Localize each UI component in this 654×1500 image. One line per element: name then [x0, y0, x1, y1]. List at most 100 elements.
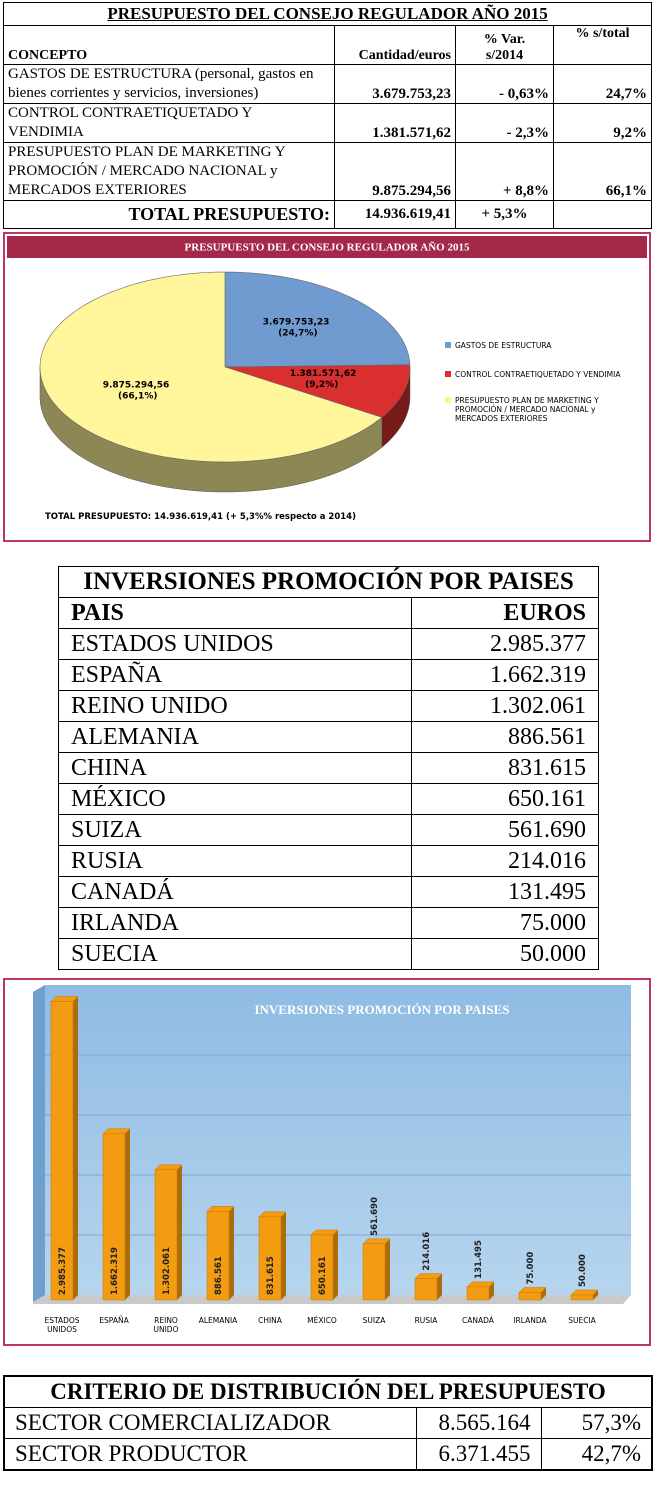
- legend-label: CONTROL CONTRAETIQUETADO Y VENDIMIA: [455, 370, 621, 379]
- table-row: SUECIA 50.000: [58, 938, 600, 970]
- header-cell: PAIS: [58, 597, 412, 629]
- country-cell: MÉXICO: [58, 783, 412, 815]
- x-tick-label: REINO UNIDO: [154, 1316, 179, 1334]
- value-label: 831.615: [266, 1256, 276, 1295]
- bar-top: [518, 1287, 547, 1293]
- bar: [206, 1211, 230, 1301]
- x-tick-label: ALEMANIA: [199, 1316, 238, 1325]
- x-tick-label: MÉXICO: [307, 1316, 337, 1325]
- bar-side: [333, 1229, 338, 1300]
- pie-slice: [39, 271, 383, 463]
- x-tick-label: ESPAÑA: [99, 1316, 129, 1325]
- euros-cell: 75.000: [410, 907, 600, 939]
- amount-cell: 1.381.571,62: [334, 103, 456, 143]
- table-row: CHINA 831.615: [58, 752, 600, 784]
- percent-label: (9,2%): [305, 380, 338, 390]
- bar-side: [281, 1211, 286, 1300]
- table-row: ESPAÑA 1.662.319: [58, 659, 600, 691]
- total-variation: + 5,3%: [455, 200, 554, 229]
- country-table: INVERSIONES PROMOCIÓN POR PAISES PAIS EU…: [57, 566, 600, 970]
- distribution-table: CRITERIO DE DISTRIBUCIÓN DEL PRESUPUESTO…: [3, 1375, 654, 1471]
- legend-item: GASTOS DE ESTRUCTURA: [445, 341, 625, 350]
- bar-top: [570, 1289, 599, 1296]
- table-row: MÉXICO 650.161: [58, 783, 600, 815]
- bar: [50, 1001, 74, 1301]
- table-row: REINO UNIDO 1.302.061: [58, 690, 600, 722]
- amount-cell: 6.371.455: [415, 1438, 542, 1471]
- country-cell: CHINA: [58, 752, 412, 784]
- legend-label: GASTOS DE ESTRUCTURA: [455, 341, 552, 350]
- country-cell: IRLANDA: [58, 907, 412, 939]
- table-row: SECTOR PRODUCTOR 6.371.455 42,7%: [3, 1438, 653, 1471]
- bar-chart: INVERSIONES PROMOCIÓN POR PAISES 2.985.3…: [33, 985, 631, 1334]
- country-cell: ESTADOS UNIDOS: [58, 628, 412, 660]
- x-tick-label: CHINA: [258, 1316, 283, 1325]
- percent-label: (66,1%): [118, 391, 157, 401]
- euros-cell: 214.016: [410, 845, 600, 877]
- header-cell: % Var. s/2014: [455, 25, 554, 65]
- table-row: RUSIA 214.016: [58, 845, 600, 877]
- bar-side: [229, 1206, 234, 1300]
- bar-top: [466, 1281, 495, 1288]
- pie-slice: [224, 364, 411, 418]
- x-tick-label: ESTADOS UNIDOS: [44, 1316, 79, 1334]
- bar-side: [385, 1238, 390, 1300]
- bar-top: [414, 1273, 443, 1279]
- legend-label: PRESUPUESTO PLAN DE MARKETING Y PROMOCIÓ…: [455, 396, 599, 423]
- country-cell: ESPAÑA: [58, 659, 412, 691]
- table-row: SUIZA 561.690: [58, 814, 600, 846]
- x-tick-label: SUIZA: [363, 1316, 387, 1325]
- bar-top: [50, 996, 79, 1002]
- share-cell: 57,3%: [540, 1407, 653, 1439]
- chart-note: TOTAL PRESUPUESTO: 14.936.619,41 (+ 5,3%…: [45, 512, 356, 522]
- concept-cell: PRESUPUESTO PLAN DE MARKETING Y PROMOCIÓ…: [3, 142, 335, 201]
- value-label: 1.302.061: [162, 1247, 172, 1295]
- budget-table: PRESUPUESTO DEL CONSEJO REGULADOR AÑO 20…: [2, 2, 653, 229]
- value-label: 9.875.294,56: [103, 380, 170, 390]
- legend-item: CONTROL CONTRAETIQUETADO Y VENDIMIA: [445, 370, 625, 379]
- pie-chart: PRESUPUESTO DEL CONSEJO REGULADOR AÑO 20…: [7, 236, 647, 522]
- concept-cell: GASTOS DE ESTRUCTURA (personal, gastos e…: [3, 64, 335, 104]
- bar-top: [206, 1206, 235, 1212]
- euros-cell: 50.000: [410, 938, 600, 970]
- bar-side: [177, 1164, 182, 1300]
- bar-top: [154, 1164, 183, 1171]
- table-row: CANADÁ 131.495: [58, 876, 600, 908]
- sector-cell: SECTOR COMERCIALIZADOR: [3, 1407, 417, 1439]
- value-label: 1.662.319: [110, 1247, 120, 1295]
- bar: [310, 1234, 334, 1301]
- euros-cell: 886.561: [410, 721, 600, 753]
- empty-cell: [552, 200, 653, 229]
- bar-side: [125, 1128, 130, 1300]
- legend-swatch: [445, 397, 451, 403]
- share-cell: 66,1%: [552, 142, 653, 201]
- country-cell: SUIZA: [58, 814, 412, 846]
- bar-side: [541, 1287, 546, 1300]
- amount-cell: 8.565.164: [415, 1407, 542, 1439]
- country-cell: REINO UNIDO: [58, 690, 412, 722]
- bar-side: [437, 1273, 442, 1300]
- total-label: TOTAL PRESUPUESTO:: [3, 200, 335, 229]
- bar-side: [593, 1290, 598, 1300]
- bar-side: [489, 1281, 494, 1300]
- euros-cell: 131.495: [410, 876, 600, 908]
- sector-cell: SECTOR PRODUCTOR: [3, 1438, 417, 1471]
- amount-cell: 9.875.294,56: [334, 142, 456, 201]
- value-label: 1.381.571,62: [290, 369, 357, 379]
- share-cell: 42,7%: [540, 1438, 653, 1471]
- chart-header: [7, 236, 647, 258]
- value-label: 2.985.377: [58, 1247, 68, 1295]
- concept-cell: CONTROL CONTRAETIQUETADO Y VENDIMIA: [3, 103, 335, 143]
- header-cell: % s/total: [552, 25, 653, 65]
- table-title: PRESUPUESTO DEL CONSEJO REGULADOR AÑO 20…: [2, 2, 653, 26]
- variation-cell: + 8,8%: [455, 142, 554, 201]
- bar-top: [102, 1128, 131, 1135]
- header-cell: CONCEPTO: [3, 25, 335, 65]
- legend-item: PRESUPUESTO PLAN DE MARKETING Y PROMOCIÓ…: [445, 396, 625, 423]
- bar-top: [362, 1238, 391, 1245]
- x-tick-label: SUECIA: [568, 1316, 596, 1325]
- euros-cell: 1.662.319: [410, 659, 600, 691]
- euros-cell: 650.161: [410, 783, 600, 815]
- pie-chart-box: PRESUPUESTO DEL CONSEJO REGULADOR AÑO 20…: [3, 232, 651, 542]
